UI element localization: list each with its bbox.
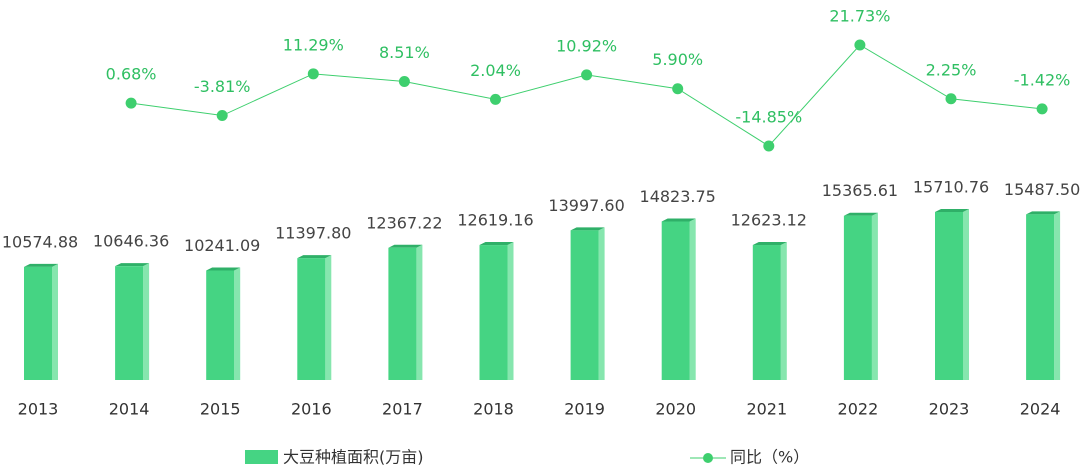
x-tick-label: 2018 [473,400,514,419]
bar [206,270,235,380]
x-tick-label: 2014 [109,400,150,419]
bar-side [52,263,58,380]
line-value-label: 5.90% [652,50,703,69]
line-point [490,93,501,105]
bar-side [780,242,787,380]
bar-side [963,209,969,380]
bar-top [479,242,514,246]
bar [24,266,52,380]
line [131,44,1043,147]
legend-label: 大豆种植面积(万亩) [283,448,424,467]
bar-value-label: 15710.76 [913,178,989,197]
bar-side [143,263,150,380]
bar-value-label: 10241.09 [184,236,260,255]
legend-label: 同比（%） [730,448,809,467]
bar-value-label: 14823.75 [640,187,716,206]
bar-value-label: 15487.50 [1004,180,1080,199]
line-value-label: 11.29% [283,35,344,54]
line-value-label: -3.81% [194,77,251,96]
bar-value-label: 11397.80 [275,224,351,243]
line-value-label: 8.51% [379,43,430,62]
bar-side [1054,211,1061,380]
bar [297,258,326,380]
bar-value-label: 10646.36 [93,232,169,251]
bar [843,215,872,380]
line-value-label: 10.92% [556,36,617,55]
line-point [216,110,228,122]
x-tick-label: 2013 [18,400,59,419]
bar [661,221,690,380]
line-value-label: 0.68% [106,65,157,84]
line-point [672,83,684,95]
bar-top [570,227,605,231]
line-point [1036,103,1048,115]
bar-top [843,212,878,216]
x-tick-label: 2023 [929,400,970,419]
bar-value-label: 12623.12 [731,211,807,230]
bar [570,230,599,380]
bar-side [598,227,605,380]
bar-top [1026,211,1061,215]
line-value-label: 21.73% [829,7,890,26]
line-point [307,68,319,80]
bar-side [689,218,696,380]
bar-top [388,244,423,248]
line-point [125,97,137,109]
bar [115,266,144,380]
bar [752,245,781,380]
bar-side [325,255,332,380]
x-tick-label: 2020 [655,400,696,419]
line-point [945,93,957,105]
legend-dot [703,453,713,463]
bar-side [416,244,423,380]
bar-top [752,242,787,246]
bar-top [935,209,969,212]
bar-side [234,267,241,380]
bar-top [661,218,696,222]
x-tick-label: 2021 [746,400,787,419]
line-value-label: -14.85% [735,108,802,127]
line-point [854,39,866,51]
bar-value-label: 15365.61 [822,181,898,200]
line-point [581,69,593,81]
x-tick-label: 2024 [1020,400,1061,419]
bar [935,212,963,380]
x-tick-label: 2017 [382,400,423,419]
bar-top [115,263,150,267]
bar [1026,214,1055,380]
bar-top [206,267,241,271]
bar [479,245,508,380]
bar-side [507,242,514,380]
bar-top [24,263,58,267]
line-value-label: 2.25% [926,60,977,79]
x-tick-label: 2019 [564,400,605,419]
bar-side [871,212,878,380]
bar-value-label: 13997.60 [548,196,624,215]
bar-top [297,255,332,259]
line-value-label: 2.04% [470,61,521,80]
legend-swatch [245,450,278,464]
x-tick-label: 2015 [200,400,241,419]
line-point [763,140,775,152]
bar [388,247,417,380]
line-value-label: -1.42% [1014,70,1071,89]
bar-value-label: 10574.88 [2,232,78,251]
x-tick-label: 2016 [291,400,332,419]
bar-value-label: 12367.22 [366,213,442,232]
bar-value-label: 12619.16 [457,211,533,230]
x-tick-label: 2022 [838,400,879,419]
line-point [398,76,410,88]
